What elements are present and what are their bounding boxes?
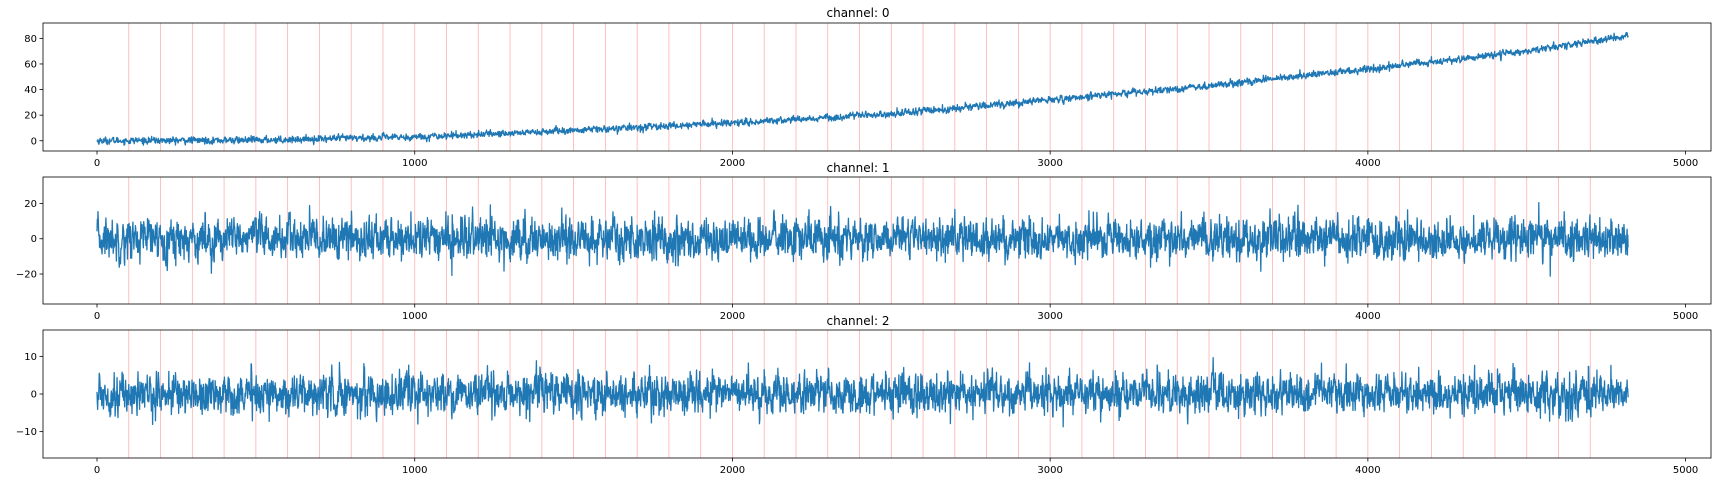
x-tick-label: 0 xyxy=(94,158,100,169)
x-tick-label: 0 xyxy=(94,311,100,322)
y-tick-label: −10 xyxy=(16,427,37,438)
axes-frame xyxy=(42,22,1712,152)
y-tick-label: 80 xyxy=(24,34,37,45)
x-tick-label: 2000 xyxy=(720,311,745,322)
x-tick-label: 3000 xyxy=(1037,465,1062,476)
y-tick-label: 40 xyxy=(24,85,37,96)
x-tick-label: 5000 xyxy=(1673,311,1698,322)
y-axis-ticks: 0 20 40 60 80 xyxy=(24,34,43,147)
x-axis-ticks: 0 1000 2000 3000 4000 5000 xyxy=(94,458,1698,476)
x-tick-label: 5000 xyxy=(1673,465,1698,476)
x-axis-ticks: 0 1000 2000 3000 4000 5000 xyxy=(94,151,1698,169)
y-tick-label: 60 xyxy=(24,59,37,70)
y-tick-label: 0 xyxy=(31,136,37,147)
y-tick-label: 0 xyxy=(31,390,37,401)
x-axis-ticks: 0 1000 2000 3000 4000 5000 xyxy=(94,304,1698,322)
x-tick-label: 2000 xyxy=(720,158,745,169)
x-tick-label: 3000 xyxy=(1037,158,1062,169)
y-axis-ticks: −20 0 20 xyxy=(16,199,43,281)
series-line xyxy=(96,356,1629,428)
y-tick-label: 20 xyxy=(24,199,37,210)
series-polyline xyxy=(96,356,1629,428)
panel-channel-1: channel: 1 0 1000 2000 3000 4000 5000 −20 0 20 xyxy=(16,161,1712,322)
x-tick-label: 4000 xyxy=(1355,158,1380,169)
x-tick-label: 5000 xyxy=(1673,158,1698,169)
vertical-markers xyxy=(128,23,1591,151)
x-tick-label: 3000 xyxy=(1037,311,1062,322)
panel-channel-2: channel: 2 0 1000 2000 3000 4000 5000 −10 0 10 xyxy=(16,314,1712,476)
panel-title: channel: 1 xyxy=(827,161,890,175)
x-tick-label: 4000 xyxy=(1355,311,1380,322)
x-tick-label: 1000 xyxy=(402,311,427,322)
y-tick-label: 0 xyxy=(31,234,37,245)
panel-title: channel: 0 xyxy=(827,6,890,20)
axes-frame xyxy=(42,176,1712,305)
y-tick-label: 10 xyxy=(24,352,37,363)
y-tick-label: 20 xyxy=(24,111,37,122)
x-tick-label: 0 xyxy=(94,465,100,476)
series-polyline xyxy=(96,202,1629,277)
x-tick-label: 2000 xyxy=(720,465,745,476)
panel-channel-0: channel: 0 0 1000 2000 3000 4000 5000 0 20 40 60… xyxy=(24,6,1712,169)
panel-title: channel: 2 xyxy=(827,314,890,328)
series-line xyxy=(96,31,1629,146)
x-tick-label: 1000 xyxy=(402,158,427,169)
y-axis-ticks: −10 0 10 xyxy=(16,352,43,438)
x-tick-label: 4000 xyxy=(1355,465,1380,476)
series-line xyxy=(96,202,1629,277)
x-tick-label: 1000 xyxy=(402,465,427,476)
y-tick-label: −20 xyxy=(16,270,37,281)
series-polyline xyxy=(96,31,1629,146)
